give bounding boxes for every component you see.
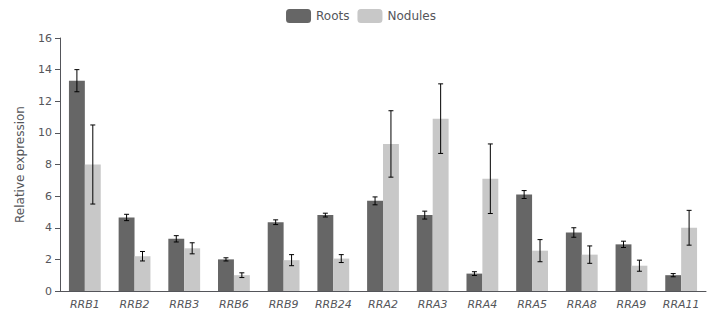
svg-text:16: 16 [38, 32, 52, 45]
svg-text:2: 2 [45, 253, 52, 266]
svg-text:8: 8 [45, 158, 52, 171]
svg-text:RRB6: RRB6 [219, 298, 249, 311]
svg-text:RRB3: RRB3 [169, 298, 199, 311]
svg-text:10: 10 [38, 126, 52, 139]
svg-text:RRB9: RRB9 [269, 298, 299, 311]
svg-text:RRA2: RRA2 [368, 298, 398, 311]
svg-text:Roots: Roots [316, 9, 349, 23]
svg-text:RRA5: RRA5 [517, 298, 547, 311]
svg-text:RRA9: RRA9 [617, 298, 647, 311]
svg-text:Nodules: Nodules [387, 9, 436, 23]
svg-text:RRB2: RRB2 [120, 298, 150, 311]
svg-text:12: 12 [38, 95, 52, 108]
svg-text:RRA3: RRA3 [418, 298, 448, 311]
svg-text:6: 6 [45, 190, 52, 203]
svg-text:RRA4: RRA4 [467, 298, 497, 311]
svg-text:RRB24: RRB24 [315, 298, 352, 311]
svg-text:4: 4 [45, 221, 52, 234]
svg-text:Relative expression: Relative expression [13, 106, 27, 223]
svg-text:RRA11: RRA11 [663, 298, 700, 311]
svg-text:14: 14 [38, 63, 52, 76]
svg-text:RRB1: RRB1 [70, 298, 100, 311]
svg-text:RRA8: RRA8 [567, 298, 597, 311]
svg-text:0: 0 [45, 285, 52, 298]
